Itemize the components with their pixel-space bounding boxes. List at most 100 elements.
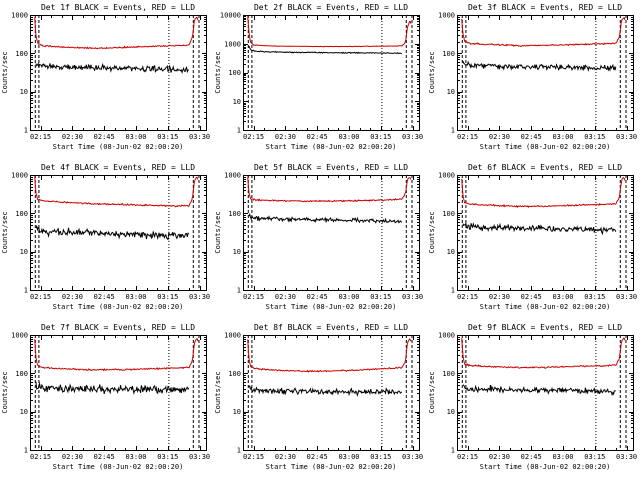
chart-title: Det 7f BLACK = Events, RED = LLD [41, 323, 195, 332]
x-axis-label: Start Time (08-Jun-02 02:00:20) [266, 143, 397, 151]
y-tick-label: 10000 [220, 12, 241, 20]
y-tick-label: 100 [229, 370, 242, 378]
series-lld-line [34, 176, 199, 208]
x-tick-label: 03:15 [584, 453, 605, 461]
x-tick-label: 02:45 [94, 453, 115, 461]
x-tick-label: 03:30 [616, 453, 637, 461]
axis-ticks [456, 335, 633, 451]
x-axis-label: Start Time (08-Jun-02 02:00:20) [479, 463, 610, 471]
chart-title: Det 6f BLACK = Events, RED = LLD [468, 163, 622, 172]
panel-det-9f: 1000 100 10 1 02:15 02:30 02:45 03:00 03:15 03:30… [427, 320, 640, 480]
plot-frame [30, 15, 207, 131]
y-axis-label: Counts/sec [214, 51, 222, 93]
x-tick-label: 02:30 [489, 133, 510, 141]
x-axis-label: Start Time (08-Jun-02 02:00:20) [53, 143, 184, 151]
plot-frame [243, 15, 421, 131]
y-tick-label: 100 [442, 210, 455, 218]
series-events-line [248, 212, 403, 224]
x-tick-label: 02:15 [243, 293, 264, 301]
x-tick-label: 02:15 [243, 133, 264, 141]
y-tick-label: 10 [20, 408, 28, 416]
x-axis-label: Start Time (08-Jun-02 02:00:20) [479, 143, 610, 151]
chart-title: Det 8f BLACK = Events, RED = LLD [254, 323, 408, 332]
chart-title: Det 3f BLACK = Events, RED = LLD [468, 3, 622, 12]
panel-det-5f: 1000 100 10 1 02:15 02:30 02:45 03:00 03:15 03:30… [213, 160, 426, 320]
y-tick-label: 100 [229, 69, 242, 77]
plot-det-3f: 1000 100 10 102:15 02:30 02:45 03:00 03:15 03:30… [428, 3, 637, 151]
panel-det-8f: 1000 100 10 1 02:15 02:30 02:45 03:00 03:15 03:30… [213, 320, 426, 480]
x-tick-label: 03:15 [371, 453, 392, 461]
y-tick-label: 1 [24, 447, 28, 455]
plot-det-2f: 10000 1000 100 10 102:15 02:30 02:45 03:00 03:15… [214, 3, 423, 151]
axis-ticks [243, 335, 420, 451]
y-tick-label: 1 [237, 447, 241, 455]
axis-ticks [243, 175, 420, 291]
plot-frame [456, 335, 634, 451]
x-tick-label: 03:15 [157, 453, 178, 461]
panel-det-1f: 1000 100 10 1 02:15 02:30 02:45 03:00 03:15 03:30… [0, 0, 213, 160]
plot-det-4f: 1000 100 10 102:15 02:30 02:45 03:00 03:15 03:30… [1, 163, 210, 311]
x-tick-label: 03:30 [402, 453, 423, 461]
x-tick-label: 03:00 [125, 293, 146, 301]
y-tick-label: 10 [446, 248, 454, 256]
x-tick-label: 03:00 [339, 453, 360, 461]
series-lld-line [460, 337, 626, 369]
series-lld-line [34, 338, 199, 372]
chart-title: Det 1f BLACK = Events, RED = LLD [41, 3, 195, 12]
y-tick-label: 1000 [438, 172, 455, 180]
x-tick-label: 03:00 [552, 293, 573, 301]
x-tick-label: 02:30 [62, 293, 83, 301]
plot-det-9f: 1000 100 10 102:15 02:30 02:45 03:00 03:15 03:30… [428, 323, 637, 471]
y-axis-label: Counts/sec [1, 211, 9, 253]
x-tick-label: 03:30 [189, 293, 210, 301]
y-tick-label: 10 [233, 408, 241, 416]
axis-ticks [456, 15, 633, 131]
x-tick-label: 02:15 [457, 453, 478, 461]
y-axis-label: Counts/sec [1, 51, 9, 93]
panel-det-3f: 1000 100 10 1 02:15 02:30 02:45 03:00 03:15 03:30… [427, 0, 640, 160]
x-tick-label: 03:15 [371, 133, 392, 141]
y-axis-label: Counts/sec [214, 371, 222, 413]
series-events-line [248, 45, 403, 55]
y-tick-label: 1 [450, 127, 454, 135]
plot-frame [456, 15, 634, 131]
y-tick-label: 1 [450, 287, 454, 295]
x-tick-label: 03:00 [339, 133, 360, 141]
x-tick-label: 03:00 [125, 453, 146, 461]
plot-frame [30, 335, 207, 451]
y-tick-label: 1000 [11, 172, 28, 180]
y-tick-label: 1000 [224, 172, 241, 180]
x-tick-label: 02:45 [307, 293, 328, 301]
y-tick-label: 1 [24, 287, 28, 295]
chart-title: Det 4f BLACK = Events, RED = LLD [41, 163, 195, 172]
series-lld-line [34, 16, 199, 50]
chart-title: Det 2f BLACK = Events, RED = LLD [254, 3, 408, 12]
x-axis-label: Start Time (08-Jun-02 02:00:20) [53, 303, 184, 311]
plot-frame [243, 335, 421, 451]
x-tick-label: 03:00 [125, 133, 146, 141]
axis-ticks [243, 15, 420, 131]
chart-title: Det 9f BLACK = Events, RED = LLD [468, 323, 622, 332]
y-tick-label: 10 [233, 248, 241, 256]
y-tick-label: 1000 [11, 12, 28, 20]
x-axis-label: Start Time (08-Jun-02 02:00:20) [266, 463, 397, 471]
x-tick-label: 02:45 [94, 293, 115, 301]
series-events-line [462, 384, 616, 397]
x-tick-label: 02:15 [30, 453, 51, 461]
series-events-line [35, 224, 190, 241]
y-tick-label: 1 [237, 127, 241, 135]
plot-frame [456, 175, 634, 291]
x-tick-label: 02:30 [489, 293, 510, 301]
x-axis-label: Start Time (08-Jun-02 02:00:20) [53, 463, 184, 471]
y-tick-label: 10 [446, 408, 454, 416]
y-tick-label: 100 [15, 210, 28, 218]
x-tick-label: 02:45 [94, 133, 115, 141]
y-tick-label: 1 [237, 287, 241, 295]
x-tick-label: 02:15 [243, 453, 264, 461]
y-tick-label: 1000 [438, 12, 455, 20]
series-lld-line [247, 16, 412, 48]
plot-det-7f: 1000 100 10 102:15 02:30 02:45 03:00 03:15 03:30… [1, 323, 210, 471]
x-tick-label: 03:30 [189, 133, 210, 141]
x-tick-label: 02:45 [307, 133, 328, 141]
